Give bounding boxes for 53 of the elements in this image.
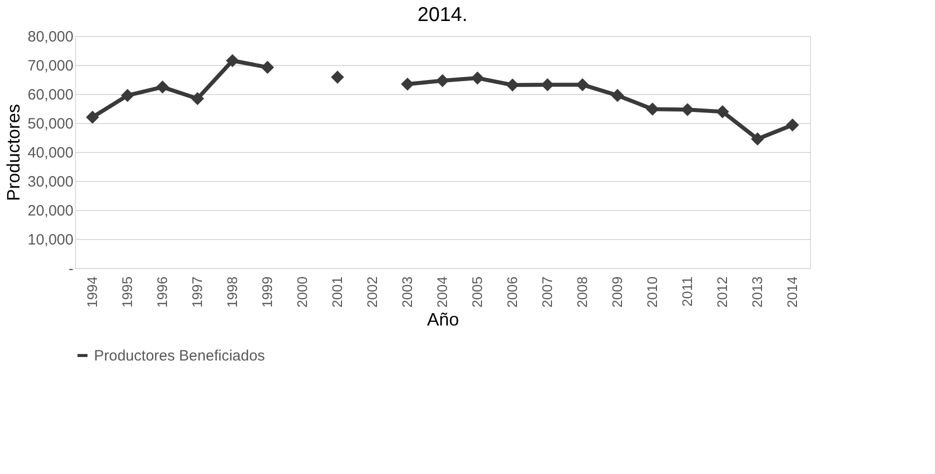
x-tick-label: 2014 <box>784 276 800 308</box>
x-tick-label: 2010 <box>644 276 660 308</box>
point <box>260 60 274 74</box>
x-axis-title: Año <box>426 310 460 330</box>
y-tick-label: 50,000 <box>28 116 74 132</box>
x-tick-label: 2000 <box>294 276 310 308</box>
point <box>576 78 590 92</box>
x-tick-label: 2005 <box>469 276 485 308</box>
point <box>120 88 134 102</box>
x-tick-label: 1995 <box>119 276 135 308</box>
chart-title: 2014. <box>417 4 468 26</box>
x-tick-label: 1999 <box>259 276 275 308</box>
y-tick-label: 40,000 <box>28 144 74 162</box>
point <box>330 70 344 84</box>
x-tick-label: 2013 <box>749 276 765 308</box>
x-tick-label: 2003 <box>399 276 415 308</box>
x-tick-label: 2012 <box>714 276 730 308</box>
y-tick-label: 10,000 <box>28 232 74 248</box>
point <box>750 132 764 146</box>
x-tick-label: 1996 <box>154 276 170 308</box>
x-tick-label: 1994 <box>84 276 100 308</box>
x-tick-label: 2007 <box>539 276 555 308</box>
point <box>680 103 694 116</box>
y-tick-label: 30,000 <box>28 174 74 190</box>
x-tick-label: 2004 <box>434 276 450 308</box>
x-tick-label: 2006 <box>504 276 520 308</box>
y-tick-label: - <box>68 260 74 278</box>
y-tick-label: 60,000 <box>28 86 74 104</box>
legend-label: Productores Beneficiados <box>94 348 265 364</box>
x-tick-label: 2008 <box>574 276 590 308</box>
y-axis-title: Productores <box>4 104 24 202</box>
y-tick-label: 70,000 <box>28 58 74 74</box>
point <box>156 80 170 94</box>
point <box>786 118 800 132</box>
x-tick-label: 2011 <box>679 276 695 307</box>
point <box>436 74 450 88</box>
point <box>470 72 484 85</box>
point <box>86 110 100 124</box>
point <box>610 88 624 102</box>
x-tick-label: 2002 <box>364 276 380 308</box>
point <box>400 78 414 91</box>
point <box>190 92 204 106</box>
x-tick-label: 1998 <box>224 276 240 308</box>
x-tick-label: 2001 <box>329 276 345 308</box>
point <box>646 102 660 116</box>
point <box>540 78 554 92</box>
y-tick-label: 20,000 <box>28 202 74 220</box>
y-tick-label: 80,000 <box>28 28 74 46</box>
point <box>226 54 240 68</box>
point <box>506 78 520 92</box>
x-tick-label: 2009 <box>609 276 625 308</box>
point <box>716 105 730 118</box>
x-tick-label: 1997 <box>189 276 205 308</box>
